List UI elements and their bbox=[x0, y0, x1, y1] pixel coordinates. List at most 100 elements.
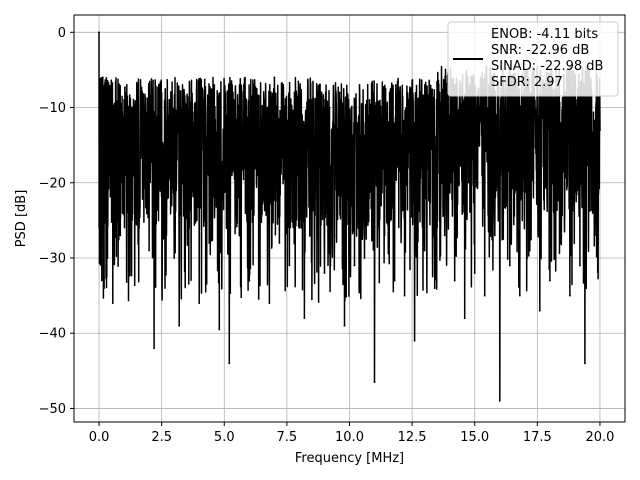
psd-data-point bbox=[363, 257, 366, 259]
psd-data-point bbox=[318, 84, 321, 86]
psd-data-point bbox=[453, 279, 456, 282]
psd-data-point bbox=[111, 302, 114, 305]
x-tick-label: 2.5 bbox=[151, 430, 172, 445]
psd-data-point bbox=[183, 91, 186, 94]
psd-data-point bbox=[383, 234, 386, 237]
psd-data-point bbox=[193, 121, 196, 124]
psd-data-point bbox=[503, 106, 506, 109]
psd-data-point bbox=[328, 106, 331, 109]
psd-data-point bbox=[273, 76, 276, 79]
tick-layer: 0.0 2.5 5.0 7.5 10.0 12.5 15.0 17.5 20.0 0 −10 −20 −… bbox=[39, 26, 615, 445]
psd-data-point bbox=[138, 227, 141, 229]
psd-data-point bbox=[548, 279, 551, 282]
psd-data-point bbox=[298, 227, 301, 229]
psd-data-point bbox=[105, 242, 108, 244]
psd-data-point bbox=[478, 106, 481, 109]
x-tick-label: 0.0 bbox=[89, 430, 110, 445]
psd-data-point bbox=[223, 106, 226, 109]
psd-data-point bbox=[238, 234, 241, 237]
psd-data-point bbox=[228, 362, 231, 365]
psd-series-line bbox=[98, 32, 601, 402]
psd-data-point bbox=[233, 99, 236, 101]
psd-data-point bbox=[528, 249, 531, 252]
psd-data-point bbox=[418, 84, 421, 86]
psd-data-point bbox=[368, 99, 371, 101]
psd-data-point bbox=[353, 264, 356, 267]
psd-data-point bbox=[258, 249, 261, 252]
psd-data-point bbox=[403, 294, 406, 297]
psd-data-point bbox=[569, 294, 571, 297]
psd-data-point bbox=[553, 106, 556, 109]
y-tick-label: −30 bbox=[39, 251, 66, 266]
psd-data-point bbox=[283, 106, 286, 109]
x-tick-label: 10.0 bbox=[335, 430, 364, 445]
psd-data-point bbox=[348, 114, 351, 116]
psd-data-point bbox=[493, 234, 496, 237]
y-axis-label: PSD [dB] bbox=[14, 190, 29, 248]
psd-data-point bbox=[313, 242, 316, 244]
psd-data-point bbox=[574, 114, 576, 116]
psd-data-point bbox=[433, 287, 436, 289]
psd-data-point bbox=[163, 234, 166, 237]
legend: ENOB: -4.11 bits SNR: -22.96 dB SINAD: -… bbox=[447, 21, 619, 97]
psd-data-point bbox=[438, 91, 441, 94]
psd-data-point bbox=[218, 328, 221, 331]
legend-box bbox=[447, 21, 619, 97]
y-tick-label: −20 bbox=[39, 176, 66, 191]
psd-data-point bbox=[99, 91, 102, 94]
psd-data-point bbox=[108, 99, 110, 101]
x-tick-label: 17.5 bbox=[523, 430, 552, 445]
y-tick-label: 0 bbox=[58, 26, 66, 41]
x-tick-label: 12.5 bbox=[398, 430, 427, 445]
psd-data-point bbox=[323, 272, 326, 274]
psd-data-point bbox=[308, 99, 311, 101]
psd-data-point bbox=[428, 106, 431, 109]
psd-data-point bbox=[101, 76, 104, 79]
psd-data-point bbox=[599, 129, 601, 132]
psd-data-point bbox=[98, 159, 101, 162]
psd-data-point bbox=[458, 99, 461, 101]
psd-data-point bbox=[288, 264, 291, 267]
x-tick-label: 7.5 bbox=[277, 430, 298, 445]
psd-data-point bbox=[198, 302, 201, 305]
x-axis-label: Frequency [MHz] bbox=[295, 451, 404, 466]
legend-line-enob: ENOB: -4.11 bits bbox=[491, 27, 598, 42]
legend-line-sinad: SINAD: -22.98 dB bbox=[491, 59, 603, 74]
psd-data-point bbox=[153, 347, 156, 350]
psd-data-point bbox=[343, 324, 346, 327]
psd-data-point bbox=[584, 362, 586, 365]
legend-line-sfdr: SFDR: 2.97 bbox=[491, 75, 563, 90]
psd-data-point bbox=[100, 174, 103, 177]
psd-data-point bbox=[538, 309, 541, 312]
psd-data-point bbox=[213, 84, 216, 86]
psd-data-point bbox=[158, 114, 161, 116]
psd-data-point bbox=[498, 400, 501, 402]
psd-data-point bbox=[358, 84, 361, 86]
psd-data-point bbox=[119, 234, 122, 237]
psd-data-point bbox=[168, 99, 171, 101]
psd-data-point bbox=[589, 106, 591, 109]
psd-data-point bbox=[543, 99, 546, 101]
psd-data-point bbox=[103, 287, 105, 289]
psd-data-point bbox=[115, 114, 118, 116]
psd-data-point bbox=[443, 234, 446, 237]
psd-data-point bbox=[473, 272, 476, 274]
psd-data-point bbox=[268, 302, 271, 305]
psd-data-point bbox=[518, 294, 521, 297]
psd-data-point bbox=[104, 121, 107, 124]
psd-data-point bbox=[408, 99, 411, 101]
psd-data-point bbox=[413, 339, 416, 342]
x-tick-label: 15.0 bbox=[460, 430, 489, 445]
psd-data-point bbox=[338, 91, 341, 94]
psd-data-point bbox=[253, 114, 256, 116]
psd-data-point bbox=[243, 91, 246, 94]
x-tick-label: 5.0 bbox=[214, 430, 235, 445]
psd-data-point bbox=[533, 114, 536, 116]
psd-data-point bbox=[293, 91, 296, 94]
psd-data-point bbox=[98, 31, 100, 34]
psd-data-point bbox=[303, 317, 306, 320]
psd-data-point bbox=[579, 264, 581, 267]
psd-data-point bbox=[173, 257, 176, 259]
psd-data-point bbox=[483, 294, 486, 297]
legend-line-snr: SNR: -22.96 dB bbox=[491, 43, 589, 58]
